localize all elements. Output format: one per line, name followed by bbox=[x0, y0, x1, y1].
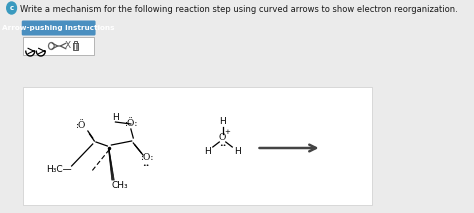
Circle shape bbox=[7, 2, 17, 14]
Text: H: H bbox=[219, 118, 226, 127]
Text: c: c bbox=[9, 6, 14, 12]
Bar bbox=[23, 87, 372, 205]
Bar bbox=[73, 43, 78, 50]
Text: +: + bbox=[225, 129, 230, 135]
Text: :Ö:: :Ö: bbox=[124, 118, 137, 128]
Text: ••: •• bbox=[219, 144, 227, 148]
Text: O: O bbox=[219, 134, 226, 142]
Text: X: X bbox=[64, 42, 71, 50]
Text: ••: •• bbox=[143, 164, 150, 168]
Bar bbox=[23, 37, 94, 55]
Text: :O:: :O: bbox=[140, 154, 154, 163]
FancyBboxPatch shape bbox=[22, 20, 96, 36]
Text: H: H bbox=[112, 114, 119, 122]
Text: Write a mechanism for the following reaction step using curved arrows to show el: Write a mechanism for the following reac… bbox=[20, 4, 457, 13]
Text: CH₃: CH₃ bbox=[111, 181, 128, 190]
Text: H: H bbox=[205, 147, 211, 157]
Bar bbox=[74, 41, 77, 43]
Text: H₃C—: H₃C— bbox=[46, 166, 72, 174]
Text: :Ö: :Ö bbox=[75, 121, 86, 131]
Text: Arrow-pushing Instructions: Arrow-pushing Instructions bbox=[2, 25, 115, 31]
Text: H: H bbox=[235, 147, 241, 157]
